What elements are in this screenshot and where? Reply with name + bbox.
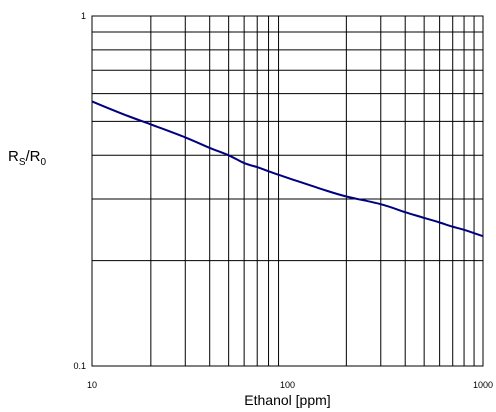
x-tick-label: 10: [87, 380, 97, 390]
y-tick-labels: 0.11: [73, 11, 86, 371]
series-line: [91, 100, 484, 238]
x-tick-labels: 10 100 1000: [87, 380, 493, 390]
y-tick-label: 1: [81, 11, 86, 21]
grid: [92, 16, 483, 366]
y-axis-label-main: R: [8, 148, 19, 165]
y-axis-label: RS/R0: [8, 148, 46, 168]
plot-area: [91, 15, 484, 367]
x-tick-label: 100: [280, 380, 295, 390]
y-axis-label-sub1: S: [18, 157, 26, 168]
x-tick-label: 1000: [473, 380, 493, 390]
x-axis-label: Ethanol [ppm]: [244, 392, 330, 408]
y-tick-label: 0.1: [73, 361, 86, 371]
y-axis-label-sub2: 0: [40, 157, 47, 168]
y-axis-label-separator: /R: [25, 148, 41, 165]
